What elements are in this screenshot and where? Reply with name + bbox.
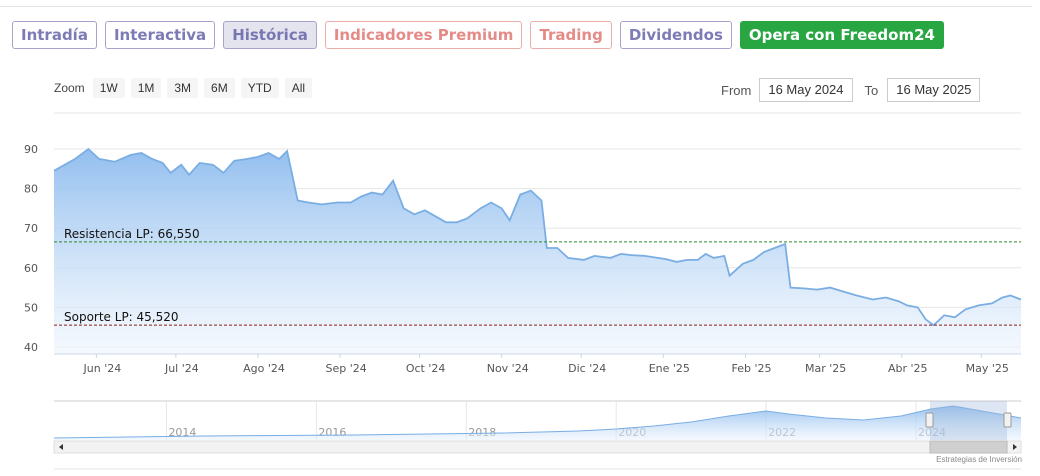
x-tick-label: Nov '24 (487, 362, 529, 375)
from-label: From (721, 82, 752, 98)
credit-text: Estrategias de Inversión (936, 455, 1022, 464)
tab-bar: Intradía Interactiva Histórica Indicador… (12, 21, 944, 49)
support-label: Soporte LP: 45,520 (64, 310, 179, 324)
zoom-1m-button[interactable]: 1M (130, 78, 162, 98)
x-tick-label: Ago '24 (243, 362, 285, 375)
y-tick-label: 90 (24, 143, 38, 156)
x-tick-label: May '25 (966, 362, 1009, 375)
x-tick-label: Feb '25 (731, 362, 771, 375)
series-fill (54, 149, 1021, 354)
x-tick-label: Ene '25 (649, 362, 690, 375)
series-area (53, 147, 1022, 355)
x-tick-label: Jul '24 (164, 362, 199, 375)
to-label: To (864, 82, 879, 98)
tab-indicadores-premium[interactable]: Indicadores Premium (324, 21, 523, 49)
navigator-left-handle (925, 412, 934, 428)
zoom-controls: Zoom 1W 1M 3M 6M YTD All (54, 78, 313, 98)
zoom-all-button[interactable]: All (284, 78, 313, 98)
x-tick-label: Abr '25 (888, 362, 928, 375)
to-date-input[interactable]: 16 May 2025 (887, 78, 981, 102)
tab-interactiva[interactable]: Interactiva (104, 21, 216, 49)
opera-freedom24-button[interactable]: Opera con Freedom24 (739, 21, 944, 49)
x-tick-label: Dic '24 (568, 362, 606, 375)
tab-intradia[interactable]: Intradía (12, 21, 97, 49)
scroll-right-icon (1013, 444, 1017, 450)
tab-dividendos[interactable]: Dividendos (619, 21, 732, 49)
tab-trading[interactable]: Trading (530, 21, 612, 49)
zoom-6m-button[interactable]: 6M (204, 78, 235, 98)
zoom-ytd-button[interactable]: YTD (240, 78, 279, 98)
x-tick-label: Sep '24 (326, 362, 367, 375)
zoom-label: Zoom (54, 81, 85, 95)
scrollbar-thumb (929, 440, 1008, 454)
y-tick-label: 80 (24, 183, 38, 196)
x-tick-label: Mar '25 (805, 362, 846, 375)
zoom-1w-button[interactable]: 1W (92, 78, 125, 98)
navigator-year-label: 2024 (918, 426, 946, 439)
tab-historica[interactable]: Histórica (223, 21, 317, 49)
navigator-line (53, 405, 1022, 439)
navigator-year-label: 2022 (768, 426, 796, 439)
scroll-left-icon (59, 444, 63, 450)
navigator-year-label: 2014 (168, 426, 196, 439)
navigator-selection (930, 401, 1007, 440)
from-date-input[interactable]: 16 May 2024 (759, 78, 853, 102)
navigator-year-label: 2016 (318, 426, 346, 439)
navigator-year-label: 2020 (618, 426, 646, 439)
chart-grid (54, 112, 1021, 348)
y-tick-label: 50 (24, 301, 38, 314)
x-tick-label: Jun '24 (83, 362, 122, 375)
navigator-right-handle (1003, 412, 1012, 428)
top-divider (0, 6, 1032, 7)
resistance-label: Resistencia LP: 66,550 (64, 227, 200, 241)
navigator: 2014 2016 2018 2020 2022 2024 (53, 400, 1022, 470)
y-axis: 40 50 60 70 80 90 (24, 143, 38, 354)
date-range: From 16 May 2024 To 16 May 2025 (721, 78, 981, 102)
annotations: Resistencia LP: 66,550 Soporte LP: 45,520 (54, 227, 1021, 326)
x-tick-label: Oct '24 (406, 362, 446, 375)
x-axis: Jun '24 Jul '24 Ago '24 Sep '24 Oct '24 Nov '… (83, 354, 1009, 375)
y-tick-label: 70 (24, 222, 38, 235)
y-tick-label: 40 (24, 341, 38, 354)
zoom-3m-button[interactable]: 3M (167, 78, 199, 98)
scrollbar-track (53, 440, 1022, 454)
y-tick-label: 60 (24, 262, 38, 275)
series-line (53, 147, 1022, 327)
navigator-year-label: 2018 (468, 426, 496, 439)
navigator-fill (54, 406, 1021, 440)
